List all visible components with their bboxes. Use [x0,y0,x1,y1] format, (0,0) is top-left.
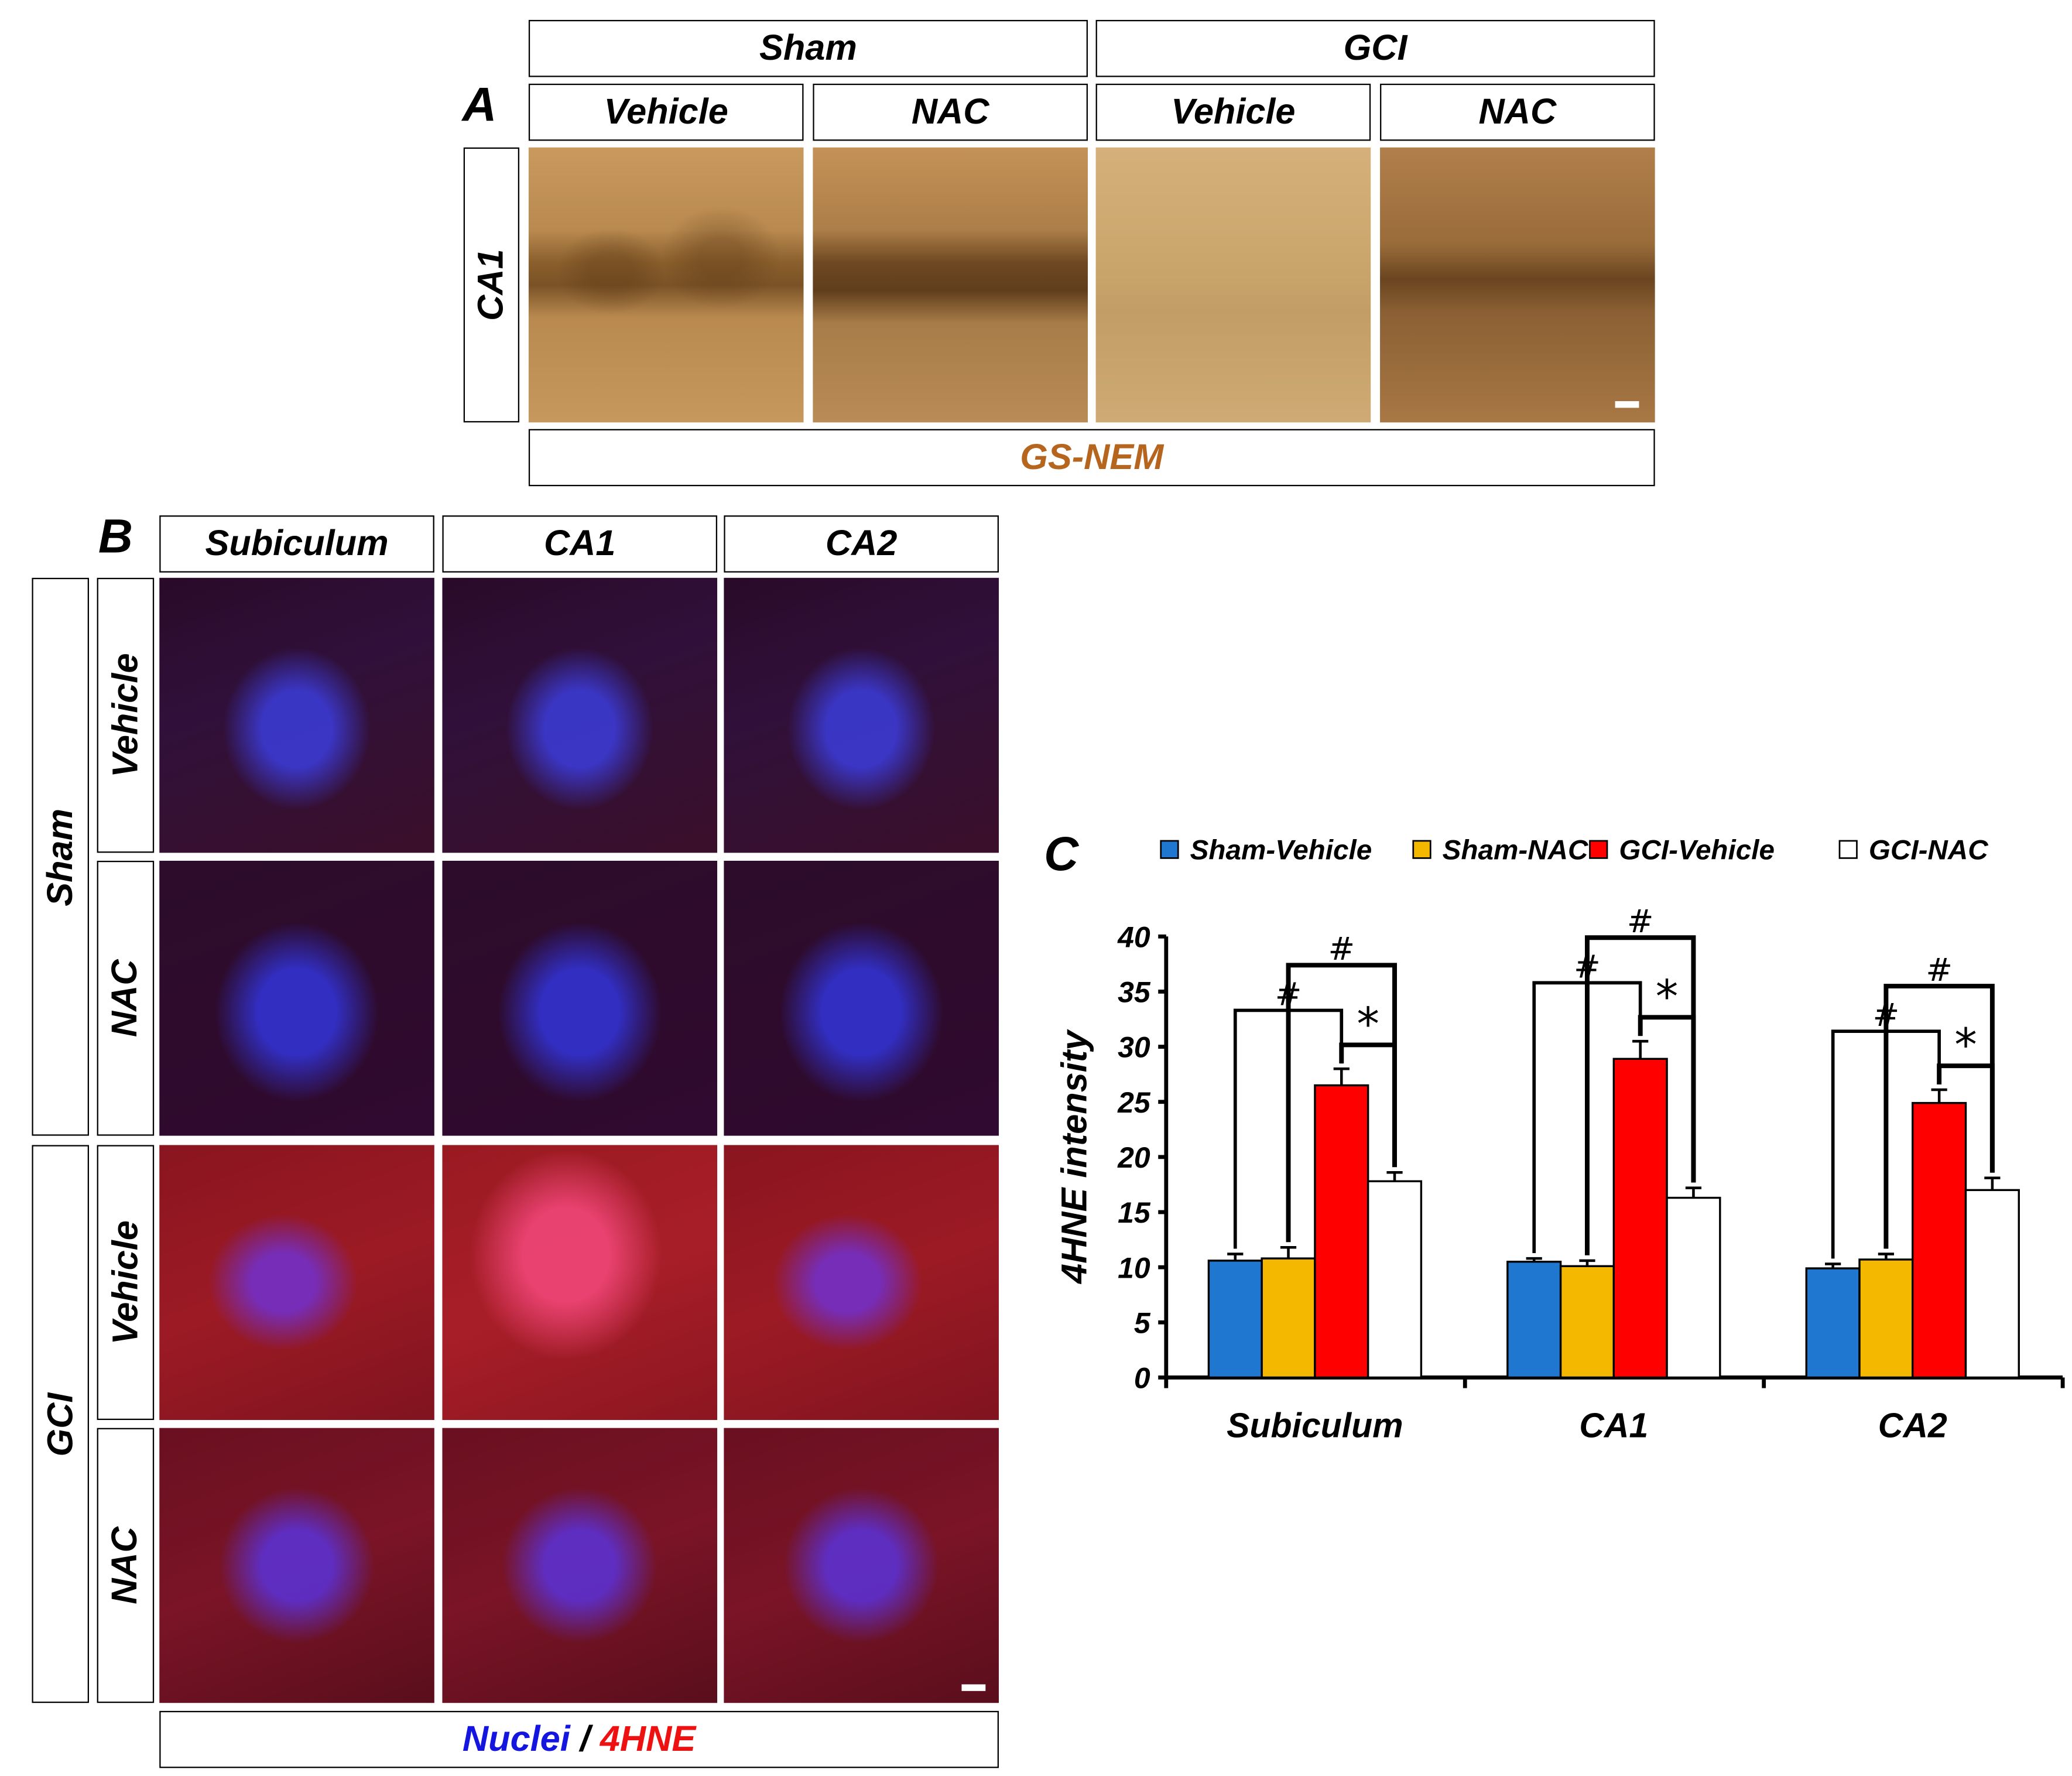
micrograph-b-gci-nac-ca2 [724,1428,999,1703]
y-tick-label-0: 0 [1134,1362,1150,1395]
panel-b-treatment-gci-nac-box: NAC [97,1428,155,1703]
legend-label-0: Sham-Vehicle [1190,835,1372,866]
micrograph-b-sham-nac-subiculum [159,860,434,1136]
legend-swatch-3 [1838,840,1858,859]
panel-a-letter: A [462,77,497,132]
micrograph-b-gci-vehicle-ca1 [442,1145,718,1421]
bar-subiculum-2 [1314,1084,1369,1379]
micrograph-b-sham-vehicle-ca1 [442,577,718,853]
y-tick-label-5: 25 [1117,1086,1151,1119]
sig-hash-b-2 [1883,984,1995,1249]
y-tick-label-7: 35 [1118,976,1151,1009]
panel-a-header-vehicle-1: Vehicle [528,83,804,141]
sig-hash-b-1 [1584,935,1696,1255]
micrograph-b-gci-nac-subiculum [159,1428,434,1703]
panel-b-footer-nuclei: Nuclei [462,1719,570,1759]
x-tick-label-1: CA1 [1579,1407,1648,1445]
panel-a-stain-label: GS-NEM [1020,437,1164,477]
y-tick-label-1: 5 [1134,1306,1151,1339]
micrograph-a-gci-nac [1380,147,1655,423]
sig-star-2-label: * [1954,1019,1977,1072]
micrograph-b-sham-nac-ca1 [442,860,718,1136]
panel-b-footer-sep: / [570,1719,600,1759]
legend-swatch-1 [1412,840,1431,859]
panel-b-group-gci: GCI [40,1392,80,1456]
sig-hash-b-2-label: # [1926,951,1953,988]
panel-b-group-sham-box: Sham [32,577,89,1136]
bar-ca1-1 [1559,1265,1615,1379]
legend-swatch-0 [1160,840,1179,859]
micrograph-b-sham-vehicle-subiculum [159,577,434,853]
micrograph-a-sham-nac [813,147,1088,423]
panel-b-footer-box: Nuclei / 4HNE [159,1710,999,1768]
bar-subiculum-3 [1367,1180,1423,1379]
micrograph-b-gci-vehicle-subiculum [159,1145,434,1421]
sig-hash-b-0-label: # [1328,930,1355,967]
scale-bar-a [1615,401,1639,408]
micrograph-b-gci-vehicle-ca2 [724,1145,999,1421]
bar-subiculum-1 [1261,1257,1316,1379]
micrograph-b-sham-nac-ca2 [724,860,999,1136]
x-tick-label-2: CA2 [1878,1407,1947,1445]
bar-chart: Sham-Vehicle Sham-NAC GCI-Vehicle GCI-NAC 0 5… [1054,835,2065,1445]
sig-hash-b-1-label: # [1627,902,1654,940]
bar-ca2-3 [1964,1189,2020,1379]
micrograph-a-sham-vehicle [528,147,804,423]
panel-b-group-sham: Sham [40,807,80,906]
legend-label-1: Sham-NAC [1443,835,1588,866]
sig-hash-b-0 [1286,963,1397,1243]
panel-a-header-vehicle-2: Vehicle [1095,83,1371,141]
panel-b-footer-marker: 4HNE [600,1719,696,1759]
panel-b-treatment-gci-nac: NAC [105,1527,145,1604]
y-tick-label-2: 10 [1118,1251,1150,1284]
panel-a-row-label: CA1 [471,249,511,321]
panel-a-header-nac-1: NAC [813,83,1088,141]
micrograph-b-sham-vehicle-ca2 [724,577,999,853]
scale-bar-b [961,1684,986,1691]
panel-b-header-ca1: CA1 [442,515,718,573]
y-tick-label-6: 30 [1118,1031,1150,1064]
panel-b-header-ca2: CA2 [724,515,999,573]
legend-swatch-2 [1589,840,1608,859]
panel-b-treatment-sham-nac-box: NAC [97,860,155,1136]
legend-label-3: GCI-NAC [1869,835,1988,866]
panel-b-treatment-sham-nac: NAC [105,959,145,1038]
bar-ca2-0 [1805,1267,1861,1379]
panel-b-treatment-gci-vehicle: Vehicle [105,1220,145,1345]
panel-b-treatment-sham-vehicle: Vehicle [105,653,145,778]
bar-ca1-0 [1506,1261,1562,1379]
micrograph-a-gci-vehicle [1095,147,1371,423]
panel-b-letter: B [98,508,133,563]
panel-a-row-label-box: CA1 [463,147,520,423]
panel-a-header-gci: GCI [1095,20,1655,77]
panel-a-header-sham: Sham [528,20,1088,77]
y-tick-label-3: 15 [1118,1196,1151,1229]
micrograph-b-gci-nac-ca1 [442,1428,718,1703]
bar-ca1-3 [1666,1196,1721,1379]
y-axis-label: 4HNE intensity [1054,1029,1094,1285]
panel-b-treatment-gci-vehicle-box: Vehicle [97,1145,155,1421]
sig-star-0-label: * [1357,998,1379,1050]
bar-ca2-1 [1858,1258,1914,1379]
panel-b-header-subiculum: Subiculum [159,515,434,573]
y-tick-label-8: 40 [1117,920,1150,953]
panel-b-group-gci-box: GCI [32,1145,89,1703]
bar-ca2-2 [1912,1101,1967,1379]
legend-label-2: GCI-Vehicle [1619,835,1775,866]
y-tick-label-4: 20 [1117,1141,1150,1174]
panel-a-stain-box: GS-NEM [528,429,1655,487]
x-tick-label-0: Subiculum [1227,1407,1403,1445]
bar-subiculum-0 [1207,1260,1263,1379]
sig-star-1-label: * [1656,970,1679,1023]
panel-a-header-nac-2: NAC [1380,83,1655,141]
panel-c-letter: C [1044,826,1079,881]
panel-b-treatment-sham-vehicle-box: Vehicle [97,577,155,853]
bar-ca1-2 [1612,1058,1668,1379]
